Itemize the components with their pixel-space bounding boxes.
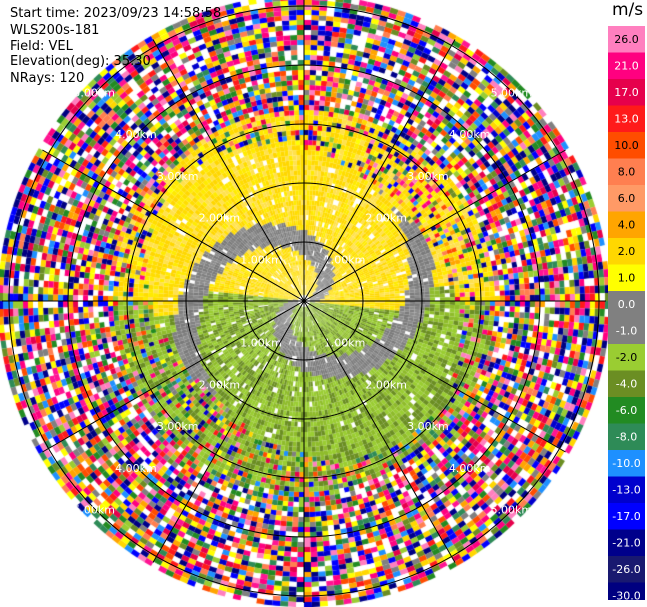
range-ring-label: 4.00km xyxy=(449,128,491,141)
range-ring-label: 5.00km xyxy=(491,86,533,99)
colorbar-segment xyxy=(608,211,645,239)
colorbar-segment xyxy=(608,317,645,345)
range-ring-label: 3.00km xyxy=(157,420,199,433)
azimuth-spoke xyxy=(303,149,566,302)
start-time-label: Start time: 2023/09/23 14:58:58 xyxy=(10,6,222,21)
colorbar-segment xyxy=(608,105,645,133)
range-ring-label: 4.00km xyxy=(449,462,491,475)
colorbar-tick-label: 2.0 xyxy=(618,245,636,258)
colorbar-tick-label: -17.0 xyxy=(612,510,640,523)
azimuth-spoke xyxy=(42,300,305,453)
colorbar-tick-label: 1.0 xyxy=(618,272,636,285)
colorbar-tick-label: -13.0 xyxy=(612,484,640,497)
colorbar-segment xyxy=(608,344,645,371)
colorbar-segment xyxy=(608,291,645,318)
colorbar-unit: m/s xyxy=(612,0,644,20)
colorbar-tick-label: 10.0 xyxy=(614,139,639,152)
colorbar-tick-label: -21.0 xyxy=(612,537,640,550)
azimuth-spoke xyxy=(303,300,566,453)
azimuth-spoke xyxy=(303,300,456,563)
range-ring-label: 2.00km xyxy=(365,378,407,391)
colorbar-tick-label: 26.0 xyxy=(614,33,639,46)
colorbar-segment xyxy=(608,450,645,477)
range-ring-label: 1.00km xyxy=(240,253,282,266)
colorbar-segment xyxy=(608,52,645,80)
colorbar-tick-label: -6.0 xyxy=(616,404,637,417)
colorbar-segment xyxy=(608,503,645,530)
colorbar-segment xyxy=(608,132,645,159)
range-ring-label: 1.00km xyxy=(240,337,282,350)
colorbar-tick-label: 17.0 xyxy=(614,86,639,99)
range-ring-label: 2.00km xyxy=(365,212,407,225)
range-ring-label: 5.00km xyxy=(491,504,533,517)
colorbar: 26.0 21.0 17.0 13.0 10.0 8.0 6.0 4.0 2.0 1.0 0.0 -1… xyxy=(608,26,645,601)
instrument-label: WLS200s-181 xyxy=(10,23,100,38)
colorbar-segment xyxy=(608,26,645,53)
range-ring-label: 5.00km xyxy=(73,504,115,517)
colorbar-tick-label: 8.0 xyxy=(618,166,636,179)
colorbar-segment xyxy=(608,423,645,451)
azimuth-spoke xyxy=(42,149,305,302)
nrays-label: NRays: 120 xyxy=(10,71,85,86)
colorbar-tick-label: 13.0 xyxy=(614,113,639,126)
colorbar-segment xyxy=(608,370,645,398)
colorbar-segment xyxy=(608,264,645,292)
colorbar-tick-label: 6.0 xyxy=(618,192,636,205)
range-ring-label: 1.00km xyxy=(324,253,366,266)
range-ring-label: 4.00km xyxy=(115,128,157,141)
colorbar-segment xyxy=(608,582,645,600)
azimuth-spoke xyxy=(303,39,456,302)
colorbar-tick-label: 0.0 xyxy=(618,298,636,311)
colorbar-segment xyxy=(608,556,645,583)
azimuth-spoke xyxy=(152,39,305,302)
colorbar-segment xyxy=(608,529,645,557)
range-ring-label: 3.00km xyxy=(407,420,449,433)
colorbar-tick-label: -1.0 xyxy=(616,325,637,338)
range-ring-label: 4.00km xyxy=(115,462,157,475)
range-ring-label: 5.00km xyxy=(73,86,115,99)
colorbar-tick-label: 21.0 xyxy=(614,60,639,73)
field-label: Field: VEL xyxy=(10,39,73,54)
colorbar-tick-label: -26.0 xyxy=(612,563,640,576)
colorbar-segment xyxy=(608,397,645,424)
colorbar-tick-label: 4.0 xyxy=(618,219,636,232)
range-ring-label: 2.00km xyxy=(199,378,241,391)
range-ring-label: 3.00km xyxy=(157,170,199,183)
elevation-label: Elevation(deg): 35.30 xyxy=(10,54,151,69)
colorbar-tick-label: -30.0 xyxy=(612,590,640,601)
colorbar-tick-label: -10.0 xyxy=(612,457,640,470)
colorbar-tick-label: -8.0 xyxy=(616,431,637,444)
colorbar-segment xyxy=(608,476,645,504)
colorbar-tick-label: -2.0 xyxy=(616,351,637,364)
range-ring-label: 3.00km xyxy=(407,170,449,183)
colorbar-segment xyxy=(608,158,645,186)
colorbar-tick-label: -4.0 xyxy=(616,378,637,391)
range-ring-label: 2.00km xyxy=(199,212,241,225)
colorbar-segment xyxy=(608,185,645,212)
colorbar-segment xyxy=(608,238,645,265)
azimuth-spoke xyxy=(152,300,305,563)
colorbar-segment xyxy=(608,79,645,106)
range-ring-label: 1.00km xyxy=(324,337,366,350)
